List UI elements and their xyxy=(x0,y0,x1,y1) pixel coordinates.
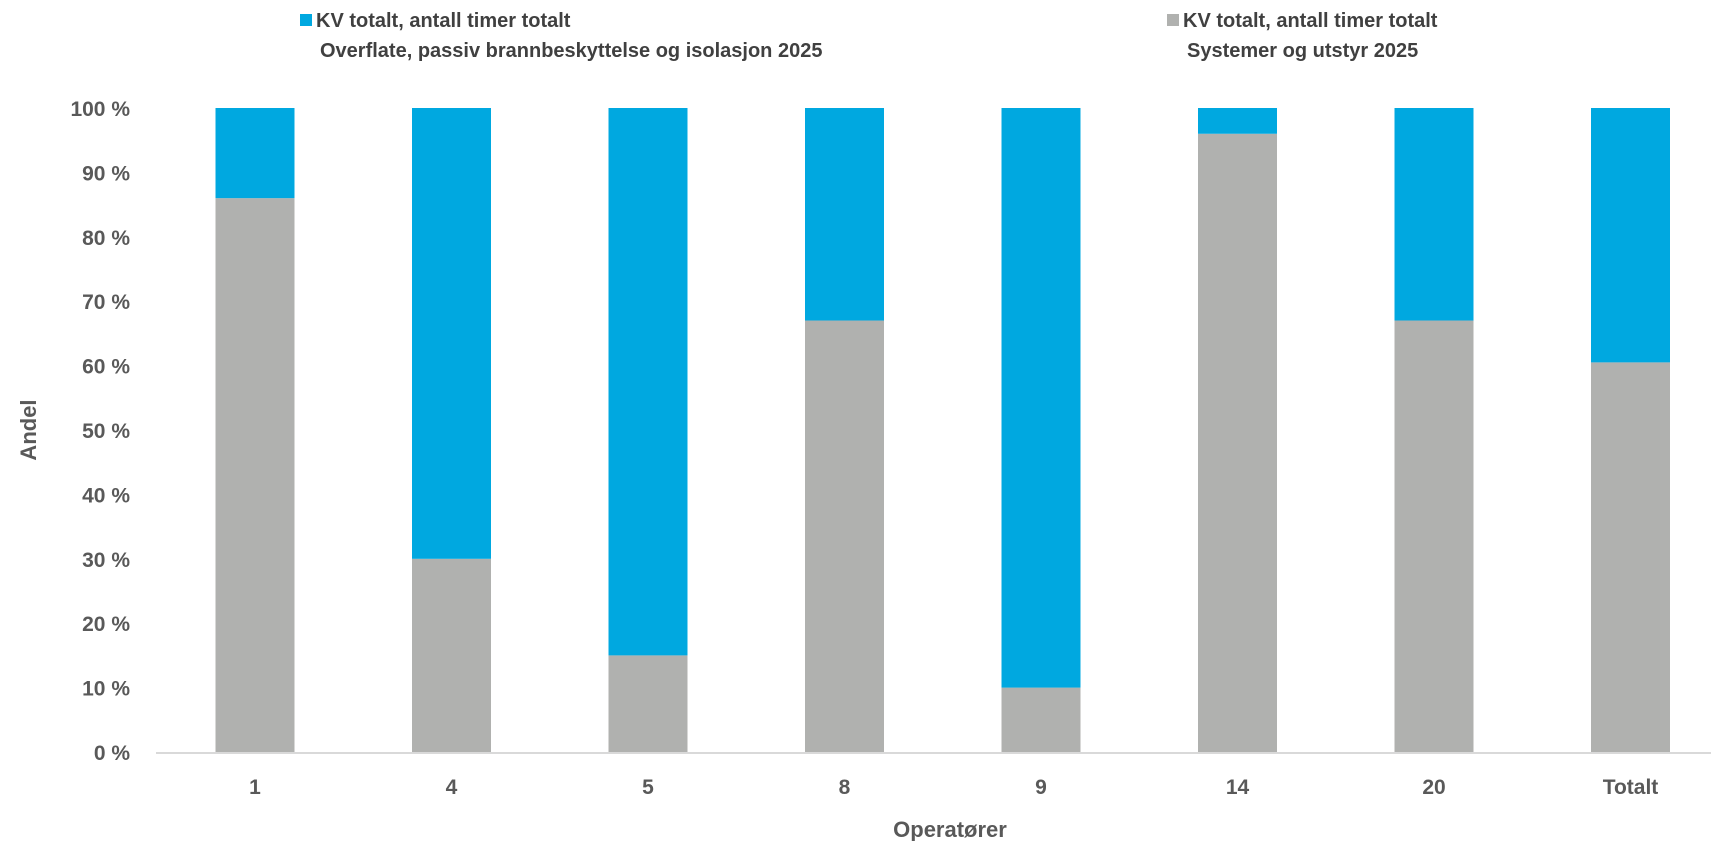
bar-segment-systemer-8 xyxy=(805,320,884,752)
y-tick-label: 70 % xyxy=(82,291,130,314)
bar-segment-overflate-5 xyxy=(608,108,688,656)
x-tick-label: 20 xyxy=(1422,776,1445,799)
bar-segment-systemer-4 xyxy=(412,558,491,752)
x-tick-label: Totalt xyxy=(1603,776,1659,799)
y-tick-label: 50 % xyxy=(82,420,130,443)
y-tick-label: 10 % xyxy=(82,678,130,701)
x-tick-label: 8 xyxy=(839,776,851,799)
bar-segment-systemer-5 xyxy=(608,655,688,752)
bar-segment-overflate-Totalt xyxy=(1591,108,1670,363)
x-axis-title: Operatører xyxy=(893,817,1007,841)
legend-item-overflate: KV totalt, antall timer totalt Overflate… xyxy=(300,6,822,66)
bar-segment-systemer-9 xyxy=(1001,687,1081,752)
bar-segment-systemer-14 xyxy=(1198,133,1277,752)
x-tick-label: 1 xyxy=(249,776,261,799)
y-tick-label: 60 % xyxy=(82,356,130,379)
x-axis-ticks: 1 4 5 8 9 14 20 Totalt xyxy=(249,776,1658,799)
x-tick-label: 9 xyxy=(1035,776,1047,799)
y-tick-label: 30 % xyxy=(82,549,130,572)
bars-group xyxy=(215,108,1670,752)
bar-segment-overflate-9 xyxy=(1001,108,1081,688)
y-axis-title: Andel xyxy=(16,399,41,460)
legend-label-overflate-line1: KV totalt, antall timer totalt xyxy=(316,10,571,32)
legend-swatch-overflate xyxy=(300,14,312,26)
legend-label-overflate-line2: Overflate, passiv brannbeskyttelse og is… xyxy=(320,40,823,62)
legend-swatch-systemer xyxy=(1167,14,1179,26)
y-tick-label: 0 % xyxy=(94,742,131,765)
legend-label-systemer-line1: KV totalt, antall timer totalt xyxy=(1183,10,1438,32)
y-tick-label: 90 % xyxy=(82,162,130,185)
bar-segment-overflate-8 xyxy=(805,108,884,321)
bar-segment-overflate-14 xyxy=(1198,108,1277,134)
legend-label-systemer-line2: Systemer og utstyr 2025 xyxy=(1187,40,1419,62)
y-tick-label: 20 % xyxy=(82,613,130,636)
bar-segment-overflate-1 xyxy=(215,108,295,199)
y-tick-label: 100 % xyxy=(70,98,130,121)
y-axis-ticks: 0 % 10 % 20 % 30 % 40 % 50 % 60 % 70 % 80 % 90 % 1… xyxy=(70,98,130,765)
bar-segment-systemer-1 xyxy=(215,198,295,752)
x-tick-label: 4 xyxy=(446,776,458,799)
x-tick-label: 14 xyxy=(1226,776,1250,799)
y-tick-label: 80 % xyxy=(82,227,130,250)
x-tick-label: 5 xyxy=(642,776,654,799)
bar-segment-systemer-Totalt xyxy=(1591,362,1670,752)
bar-segment-overflate-4 xyxy=(412,108,491,559)
bar-segment-overflate-20 xyxy=(1394,108,1474,321)
y-tick-label: 40 % xyxy=(82,484,130,507)
legend-item-systemer: KV totalt, antall timer totalt Systemer … xyxy=(1167,6,1437,66)
bar-segment-systemer-20 xyxy=(1394,320,1474,752)
